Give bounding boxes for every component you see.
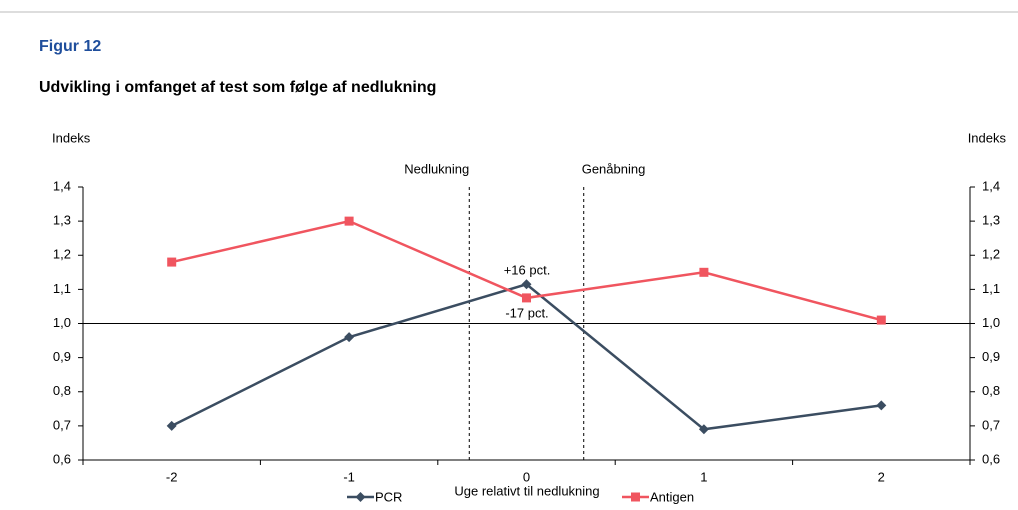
y2-axis-label: Indeks [968, 130, 1007, 145]
y-tick-label: 0,7 [53, 417, 71, 432]
legend-label: Antigen [650, 489, 694, 504]
point [166, 420, 177, 431]
y-tick-label: 0,9 [53, 349, 71, 364]
point [876, 315, 886, 325]
y-tick-label: 1,3 [53, 213, 71, 228]
point [344, 332, 355, 343]
y-tick-label: 1,1 [53, 281, 71, 296]
x-tick-label: 0 [523, 469, 530, 484]
point [355, 492, 366, 502]
point [522, 293, 531, 303]
y2-tick-label: 1,1 [982, 281, 1000, 296]
y2-tick-label: 1,0 [982, 315, 1000, 330]
point [631, 492, 640, 502]
y2-tick-label: 1,3 [982, 213, 1000, 228]
y-tick-label: 1,0 [53, 315, 71, 330]
y-tick-label: 1,2 [53, 247, 71, 262]
x-tick-label: -1 [343, 469, 355, 484]
y2-tick-label: 1,4 [982, 178, 1000, 193]
y2-tick-label: 0,7 [982, 417, 1000, 432]
x-axis-label: Uge relativt til nedlukning [454, 483, 599, 498]
x-tick-label: 2 [878, 469, 885, 484]
y2-tick-label: 0,6 [982, 451, 1000, 466]
x-tick-label: 1 [700, 469, 707, 484]
y-tick-label: 0,6 [53, 451, 71, 466]
y2-tick-label: 0,8 [982, 383, 1000, 398]
y-tick-label: 0,8 [53, 383, 71, 398]
point [344, 216, 354, 226]
point [698, 424, 709, 435]
legend-label: PCR [375, 489, 402, 504]
y-axis-label: Indeks [52, 130, 91, 145]
annotation: -17 pct. [505, 305, 548, 320]
event-label: Genåbning [582, 161, 646, 176]
chart-title: Udvikling i omfanget af test som følge a… [39, 79, 436, 96]
point [521, 279, 532, 290]
annotation: +16 pct. [504, 262, 551, 277]
point [699, 267, 709, 277]
figure-number: Figur 12 [39, 38, 101, 55]
point [167, 257, 177, 267]
point [876, 400, 887, 411]
y2-tick-label: 1,2 [982, 247, 1000, 262]
x-tick-label: -2 [166, 469, 178, 484]
y2-tick-label: 0,9 [982, 349, 1000, 364]
y-tick-label: 1,4 [53, 178, 71, 193]
event-label: Nedlukning [404, 161, 469, 176]
